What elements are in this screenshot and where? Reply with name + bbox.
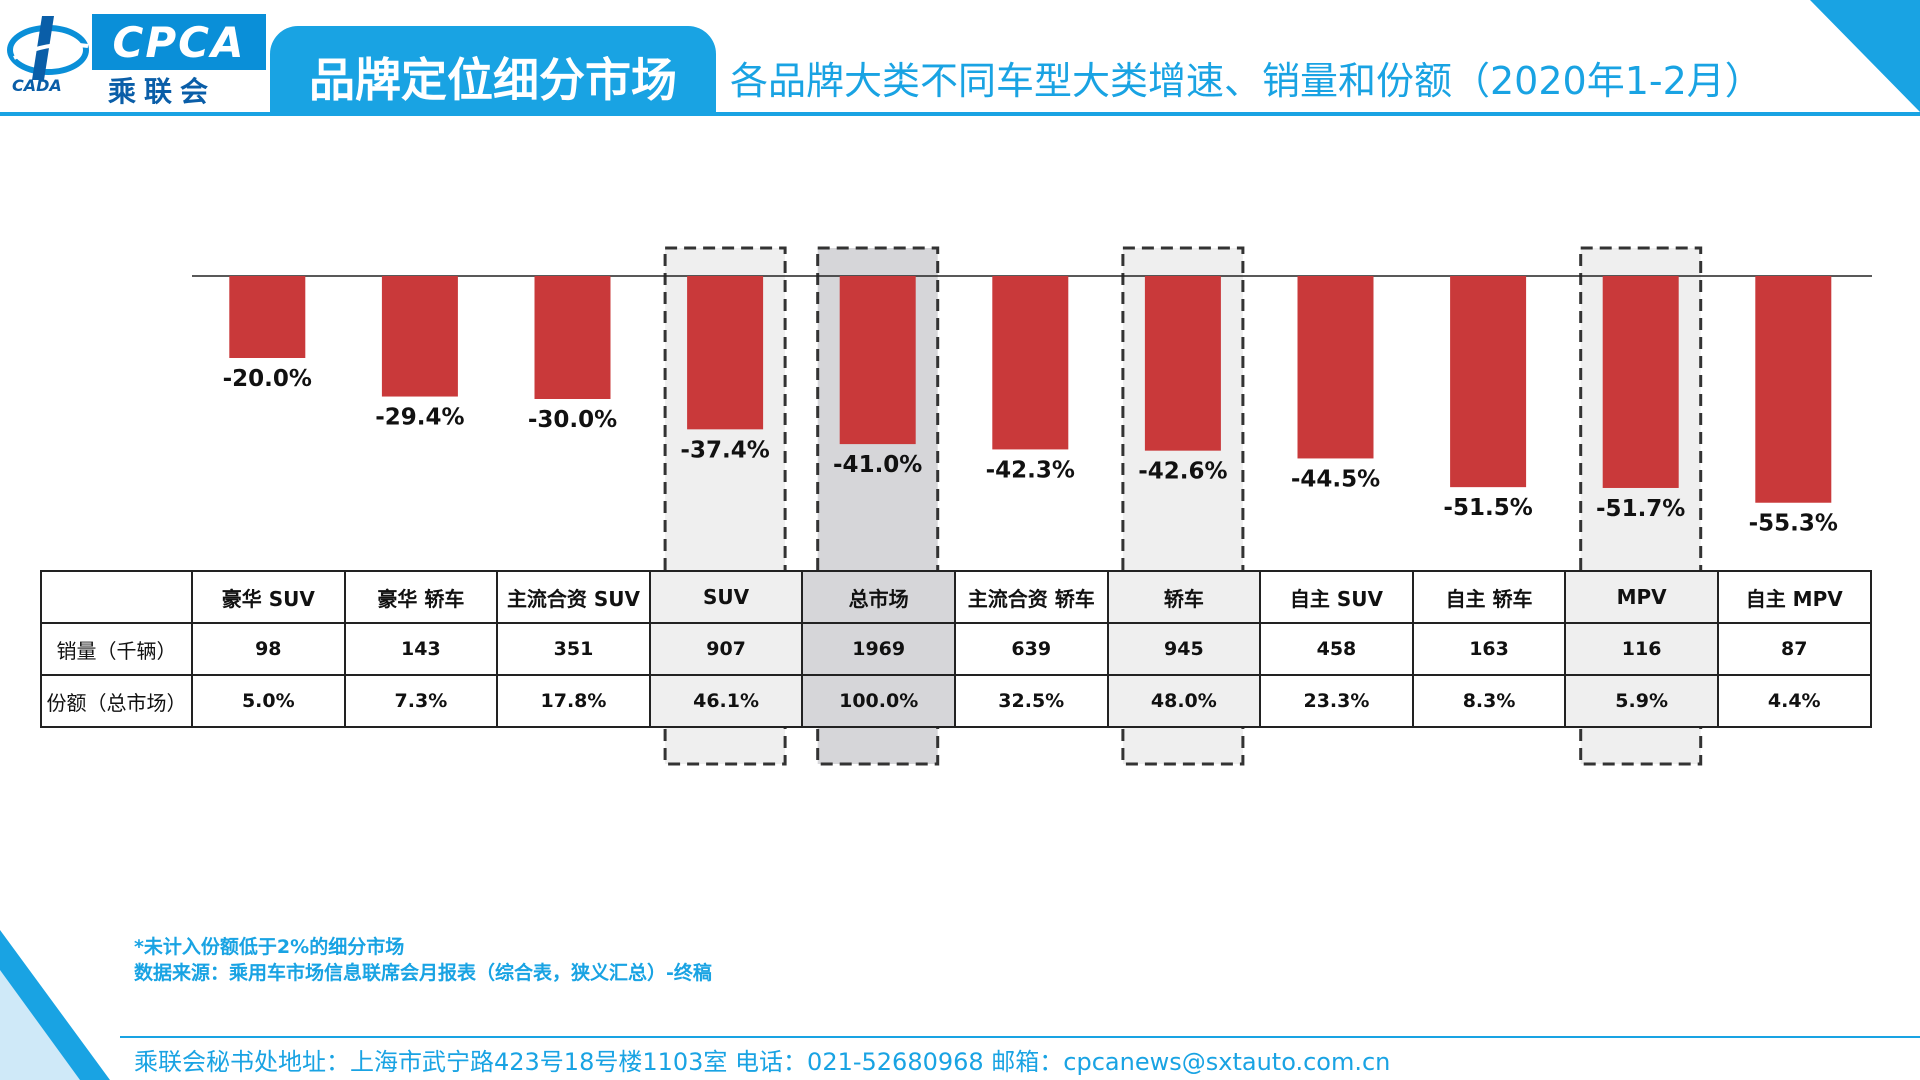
table-row-share: 份额（总市场） 5.0% 7.3% 17.8% 46.1% 100.0% 32.5% 48.… [40,674,1872,728]
bar [839,276,916,445]
footnote-source: 数据来源：乘用车市场信息联席会月报表（综合表，狭义汇总）-终稿 [134,962,712,984]
table-header-row: 豪华 SUV 豪华 轿车 主流合资 SUV SUV 总市场 主流合资 轿车 轿车 自主 SUV… [40,570,1872,624]
bar [534,276,611,399]
share-cell: 48.0% [1106,674,1262,728]
corner-decoration-bottom-left [0,930,110,1080]
share-cell: 7.3% [343,674,499,728]
title-tab [270,26,716,116]
logo-cn-text: 乘联会 [108,75,217,108]
sales-cell: 458 [1259,622,1414,676]
logo-box [92,14,266,70]
bar [992,276,1069,450]
bar [229,276,306,358]
table-header-cell: 轿车 [1106,570,1262,624]
sales-cell: 98 [191,622,346,676]
table-row-sales: 销量（千辆） 98 143 351 907 1969 639 945 458 163 116 87 [40,622,1872,676]
table-header-cell: 豪华 轿车 [343,570,499,624]
sales-cell: 945 [1106,622,1262,676]
bar-value-label: -51.7% [1596,496,1685,522]
bar-value-label: -37.4% [680,437,769,463]
row-label-sales: 销量（千辆） [40,622,193,676]
share-cell: 4.4% [1716,674,1872,728]
sales-cell: 1969 [801,622,956,676]
logo-cpca-text: CPCA [112,18,246,67]
bar [1297,276,1374,459]
sales-cell: 143 [343,622,499,676]
table-header-cell: 自主 MPV [1716,570,1872,624]
bar [1755,276,1832,503]
bar-value-label: -29.4% [375,405,464,431]
table-header-cell: 总市场 [801,570,956,624]
row-label-share: 份额（总市场） [40,674,193,728]
bar-value-label: -41.0% [833,452,922,478]
footer-divider [120,1036,1920,1038]
footer-contact: 乘联会秘书处地址：上海市武宁路423号18号楼1103室 电话：021-5268… [134,1048,1391,1076]
bar-value-label: -42.3% [986,457,1075,483]
bar-value-label: -20.0% [223,366,312,392]
table-header-cell: 自主 轿车 [1411,570,1567,624]
bar-value-label: -55.3% [1749,511,1838,537]
table-corner-cell [40,570,193,624]
share-cell: 46.1% [648,674,804,728]
bar [687,276,764,430]
table-header-cell: 自主 SUV [1259,570,1414,624]
footnote-exclusion: *未计入份额低于2%的细分市场 [134,936,405,958]
sales-cell: 163 [1411,622,1567,676]
share-cell: 32.5% [953,674,1109,728]
cpca-logo: CPCA 乘联会 CADA [4,10,266,108]
sales-cell: 116 [1564,622,1719,676]
bar-value-label: -42.6% [1138,459,1227,485]
bar-value-label: -30.0% [528,407,617,433]
logo-cada-text: CADA [12,76,62,95]
header: CPCA 乘联会 CADA 品牌定位细分市场 各品牌大类不同车型大类增速、销量和… [0,0,1920,116]
share-cell: 8.3% [1411,674,1567,728]
bar-value-label: -44.5% [1291,466,1380,492]
page-subtitle: 各品牌大类不同车型大类增速、销量和份额（2020年1-2月） [730,59,1763,103]
table-header-cell: MPV [1564,570,1719,624]
table-header-cell: SUV [648,570,804,624]
share-cell: 100.0% [801,674,956,728]
corner-decoration-top-right [1810,0,1920,112]
sales-cell: 351 [496,622,651,676]
sales-cell: 87 [1716,622,1872,676]
share-cell: 5.9% [1564,674,1719,728]
table-header-cell: 豪华 SUV [191,570,346,624]
share-cell: 17.8% [496,674,651,728]
sales-cell: 639 [953,622,1109,676]
table-header-cell: 主流合资 SUV [496,570,651,624]
bar [1144,276,1221,451]
sales-share-table: 豪华 SUV 豪华 轿车 主流合资 SUV SUV 总市场 主流合资 轿车 轿车 自主 SUV… [40,570,1872,728]
bar [1602,276,1679,488]
table-header-cell: 主流合资 轿车 [953,570,1109,624]
page-title: 品牌定位细分市场 [309,53,677,107]
header-divider [0,112,1920,116]
cpca-emblem-icon [7,16,89,80]
bar [1450,276,1527,488]
share-cell: 5.0% [191,674,346,728]
bar [381,276,458,397]
sales-cell: 907 [648,622,804,676]
bar-value-label: -51.5% [1443,495,1532,521]
share-cell: 23.3% [1259,674,1414,728]
